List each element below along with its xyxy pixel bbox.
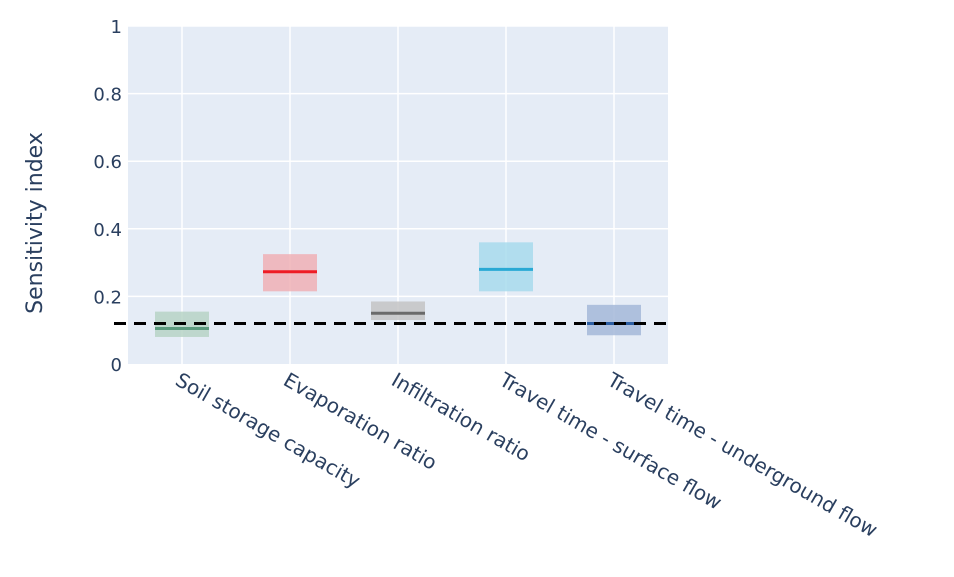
- box-range: [587, 304, 641, 336]
- box-group: [587, 304, 641, 336]
- y-axis-label: Sensitivity index: [23, 132, 48, 314]
- box-range: [371, 301, 425, 321]
- y-tick-label: 0.2: [93, 287, 122, 308]
- box-group: [263, 254, 317, 292]
- box-group: [371, 301, 425, 321]
- y-tick-label: 0.8: [93, 85, 122, 106]
- y-tick-label: 0: [111, 355, 122, 376]
- x-tick-label: Soil storage capacity: [172, 368, 365, 493]
- y-axis-ticks: 0 0.2 0.4 0.6 0.8 1: [93, 17, 122, 376]
- y-tick-label: 0.6: [93, 152, 122, 173]
- box-range: [479, 242, 533, 292]
- y-tick-label: 1: [111, 17, 122, 38]
- y-tick-label: 0.4: [93, 220, 122, 241]
- box-group: [479, 242, 533, 292]
